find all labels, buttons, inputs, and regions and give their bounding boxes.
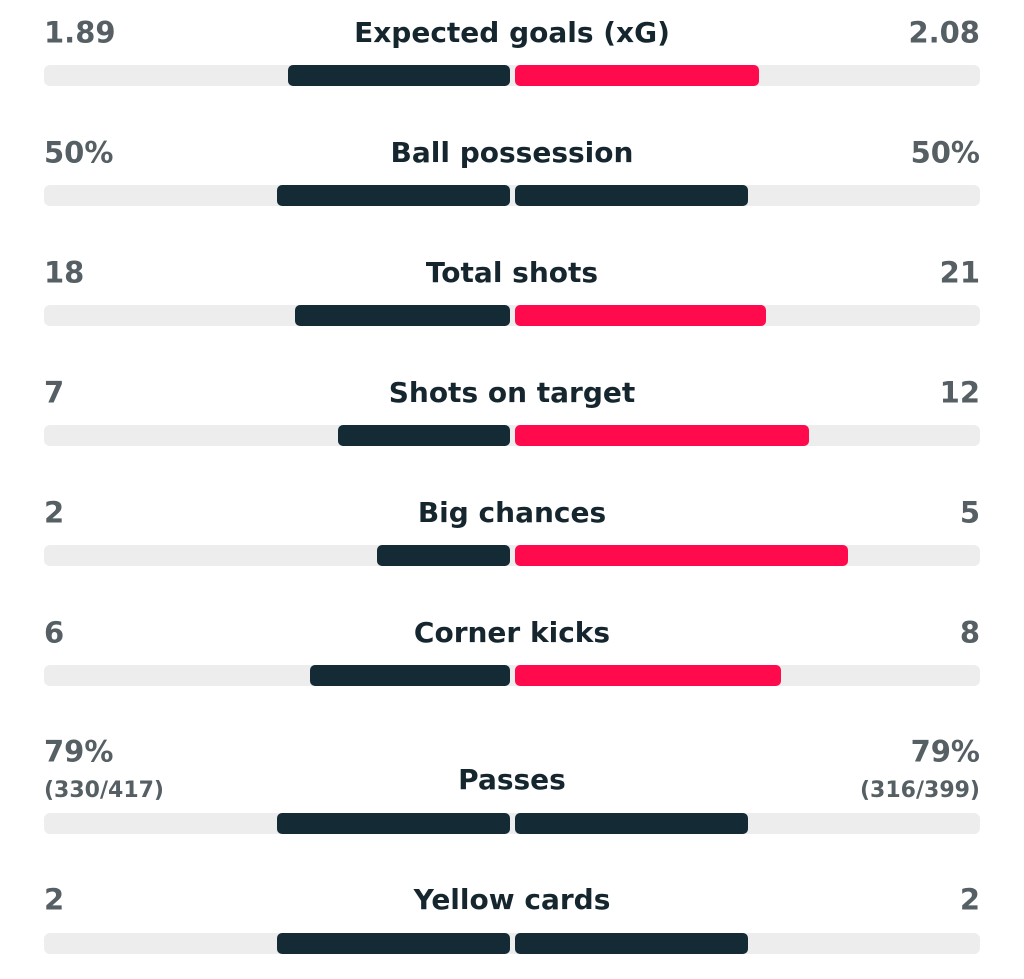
away-value: 5	[959, 495, 980, 530]
away-bar	[515, 425, 810, 446]
stat-label: Expected goals (xG)	[354, 16, 670, 49]
bar-track	[44, 813, 980, 834]
away-bar	[515, 65, 760, 86]
away-bar	[515, 185, 748, 206]
home-bar	[277, 185, 510, 206]
bar-track	[44, 305, 980, 326]
home-value: 50%	[44, 135, 114, 170]
bar-track	[44, 65, 980, 86]
away-value: 50%	[910, 135, 980, 170]
away-value: 21	[939, 255, 980, 290]
home-value: 18	[44, 255, 85, 290]
stat-label: Big chances	[417, 496, 607, 529]
away-bar	[515, 545, 848, 566]
stat-label: Corner kicks	[413, 616, 611, 649]
home-value: 79%	[44, 734, 114, 769]
bar-track	[44, 185, 980, 206]
home-bar	[277, 933, 510, 954]
away-bar	[515, 813, 748, 834]
home-value: 2	[44, 882, 65, 917]
bar-track	[44, 425, 980, 446]
away-value: 2	[959, 882, 980, 917]
bar-track	[44, 665, 980, 686]
away-bar	[515, 933, 748, 954]
away-bar	[515, 665, 782, 686]
stat-label: Ball possession	[390, 136, 634, 169]
away-value: 79%	[910, 734, 980, 769]
away-detail: (316/399)	[860, 778, 980, 803]
stat-label: Passes	[458, 763, 566, 796]
home-bar	[294, 305, 510, 326]
away-value: 8	[959, 615, 980, 650]
away-bar	[515, 305, 766, 326]
home-bar	[310, 665, 510, 686]
home-bar	[277, 813, 510, 834]
home-value: 7	[44, 375, 65, 410]
home-bar	[376, 545, 510, 566]
home-bar	[288, 65, 510, 86]
stat-label: Total shots	[425, 256, 599, 289]
home-bar	[338, 425, 510, 446]
home-value: 6	[44, 615, 65, 650]
stat-label: Shots on target	[388, 376, 636, 409]
bar-track	[44, 933, 980, 954]
home-value: 1.89	[44, 15, 116, 50]
home-detail: (330/417)	[44, 778, 164, 803]
home-value: 2	[44, 495, 65, 530]
away-value: 2.08	[908, 15, 980, 50]
away-value: 12	[939, 375, 980, 410]
stat-label: Yellow cards	[413, 883, 611, 916]
